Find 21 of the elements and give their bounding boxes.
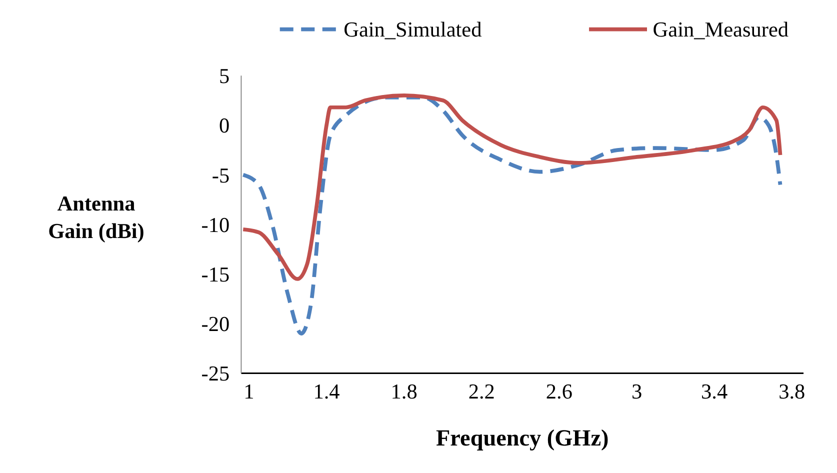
x-tick-label: 2.6: [546, 379, 572, 404]
legend-label: Gain_Measured: [652, 18, 789, 42]
y-tick-label: -15: [201, 262, 230, 286]
x-tick-label: 1.8: [390, 379, 418, 404]
x-tick-label: 3: [631, 379, 642, 404]
y-tick-label: -5: [212, 163, 230, 188]
y-tick-label: -10: [201, 212, 230, 237]
line-series: [241, 96, 782, 336]
x-tick-label: 1: [244, 379, 254, 404]
x-axis-title: Frequency (GHz): [436, 426, 609, 452]
y-tick-label: 0: [218, 114, 230, 138]
y-tick-label: -25: [201, 362, 230, 386]
x-tick-label: 3.8: [778, 379, 806, 404]
y-tick-label: -20: [201, 312, 230, 336]
y-tick-label: 5: [218, 64, 230, 88]
y-axis-title: Antenna Gain (dBi): [48, 192, 144, 244]
line-series: [241, 94, 782, 281]
x-tick-label: 3.4: [701, 379, 728, 404]
x-tick-label: 2.2: [468, 379, 495, 404]
legend-label: Gain_Simulated: [344, 18, 482, 42]
x-tick-label: 1.4: [313, 379, 340, 404]
